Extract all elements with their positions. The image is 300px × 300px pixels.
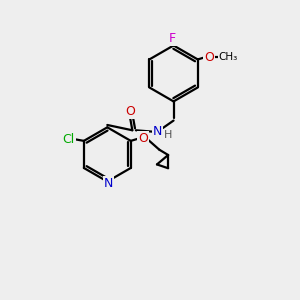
Text: Cl: Cl (62, 133, 75, 146)
Text: O: O (204, 51, 214, 64)
Text: O: O (125, 105, 135, 118)
Text: H: H (164, 130, 172, 140)
Text: O: O (138, 132, 148, 145)
Text: CH₃: CH₃ (218, 52, 238, 62)
Text: N: N (153, 125, 162, 138)
Text: F: F (169, 32, 176, 45)
Text: N: N (104, 177, 113, 190)
